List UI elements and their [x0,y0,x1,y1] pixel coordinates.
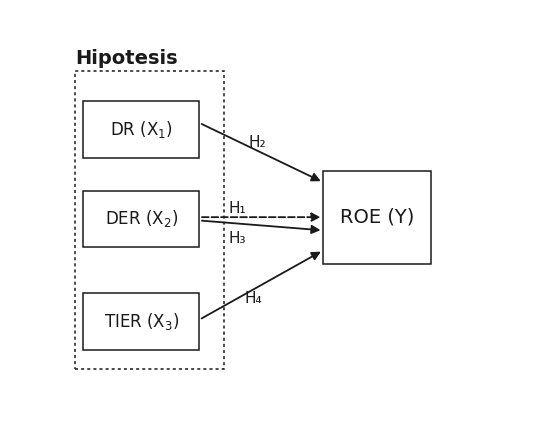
FancyBboxPatch shape [83,293,199,350]
FancyBboxPatch shape [83,190,199,247]
Text: Hipotesis: Hipotesis [75,49,178,68]
FancyBboxPatch shape [324,171,431,264]
Text: ROE (Y): ROE (Y) [340,208,414,227]
Text: H₁: H₁ [228,201,246,216]
FancyBboxPatch shape [83,101,199,157]
Text: DER (X$_2$): DER (X$_2$) [105,208,178,229]
Text: TIER (X$_3$): TIER (X$_3$) [104,311,179,332]
Text: H₃: H₃ [228,231,246,246]
Text: H₄: H₄ [245,291,262,306]
Text: DR (X$_1$): DR (X$_1$) [110,119,172,140]
Text: H₂: H₂ [249,135,266,150]
